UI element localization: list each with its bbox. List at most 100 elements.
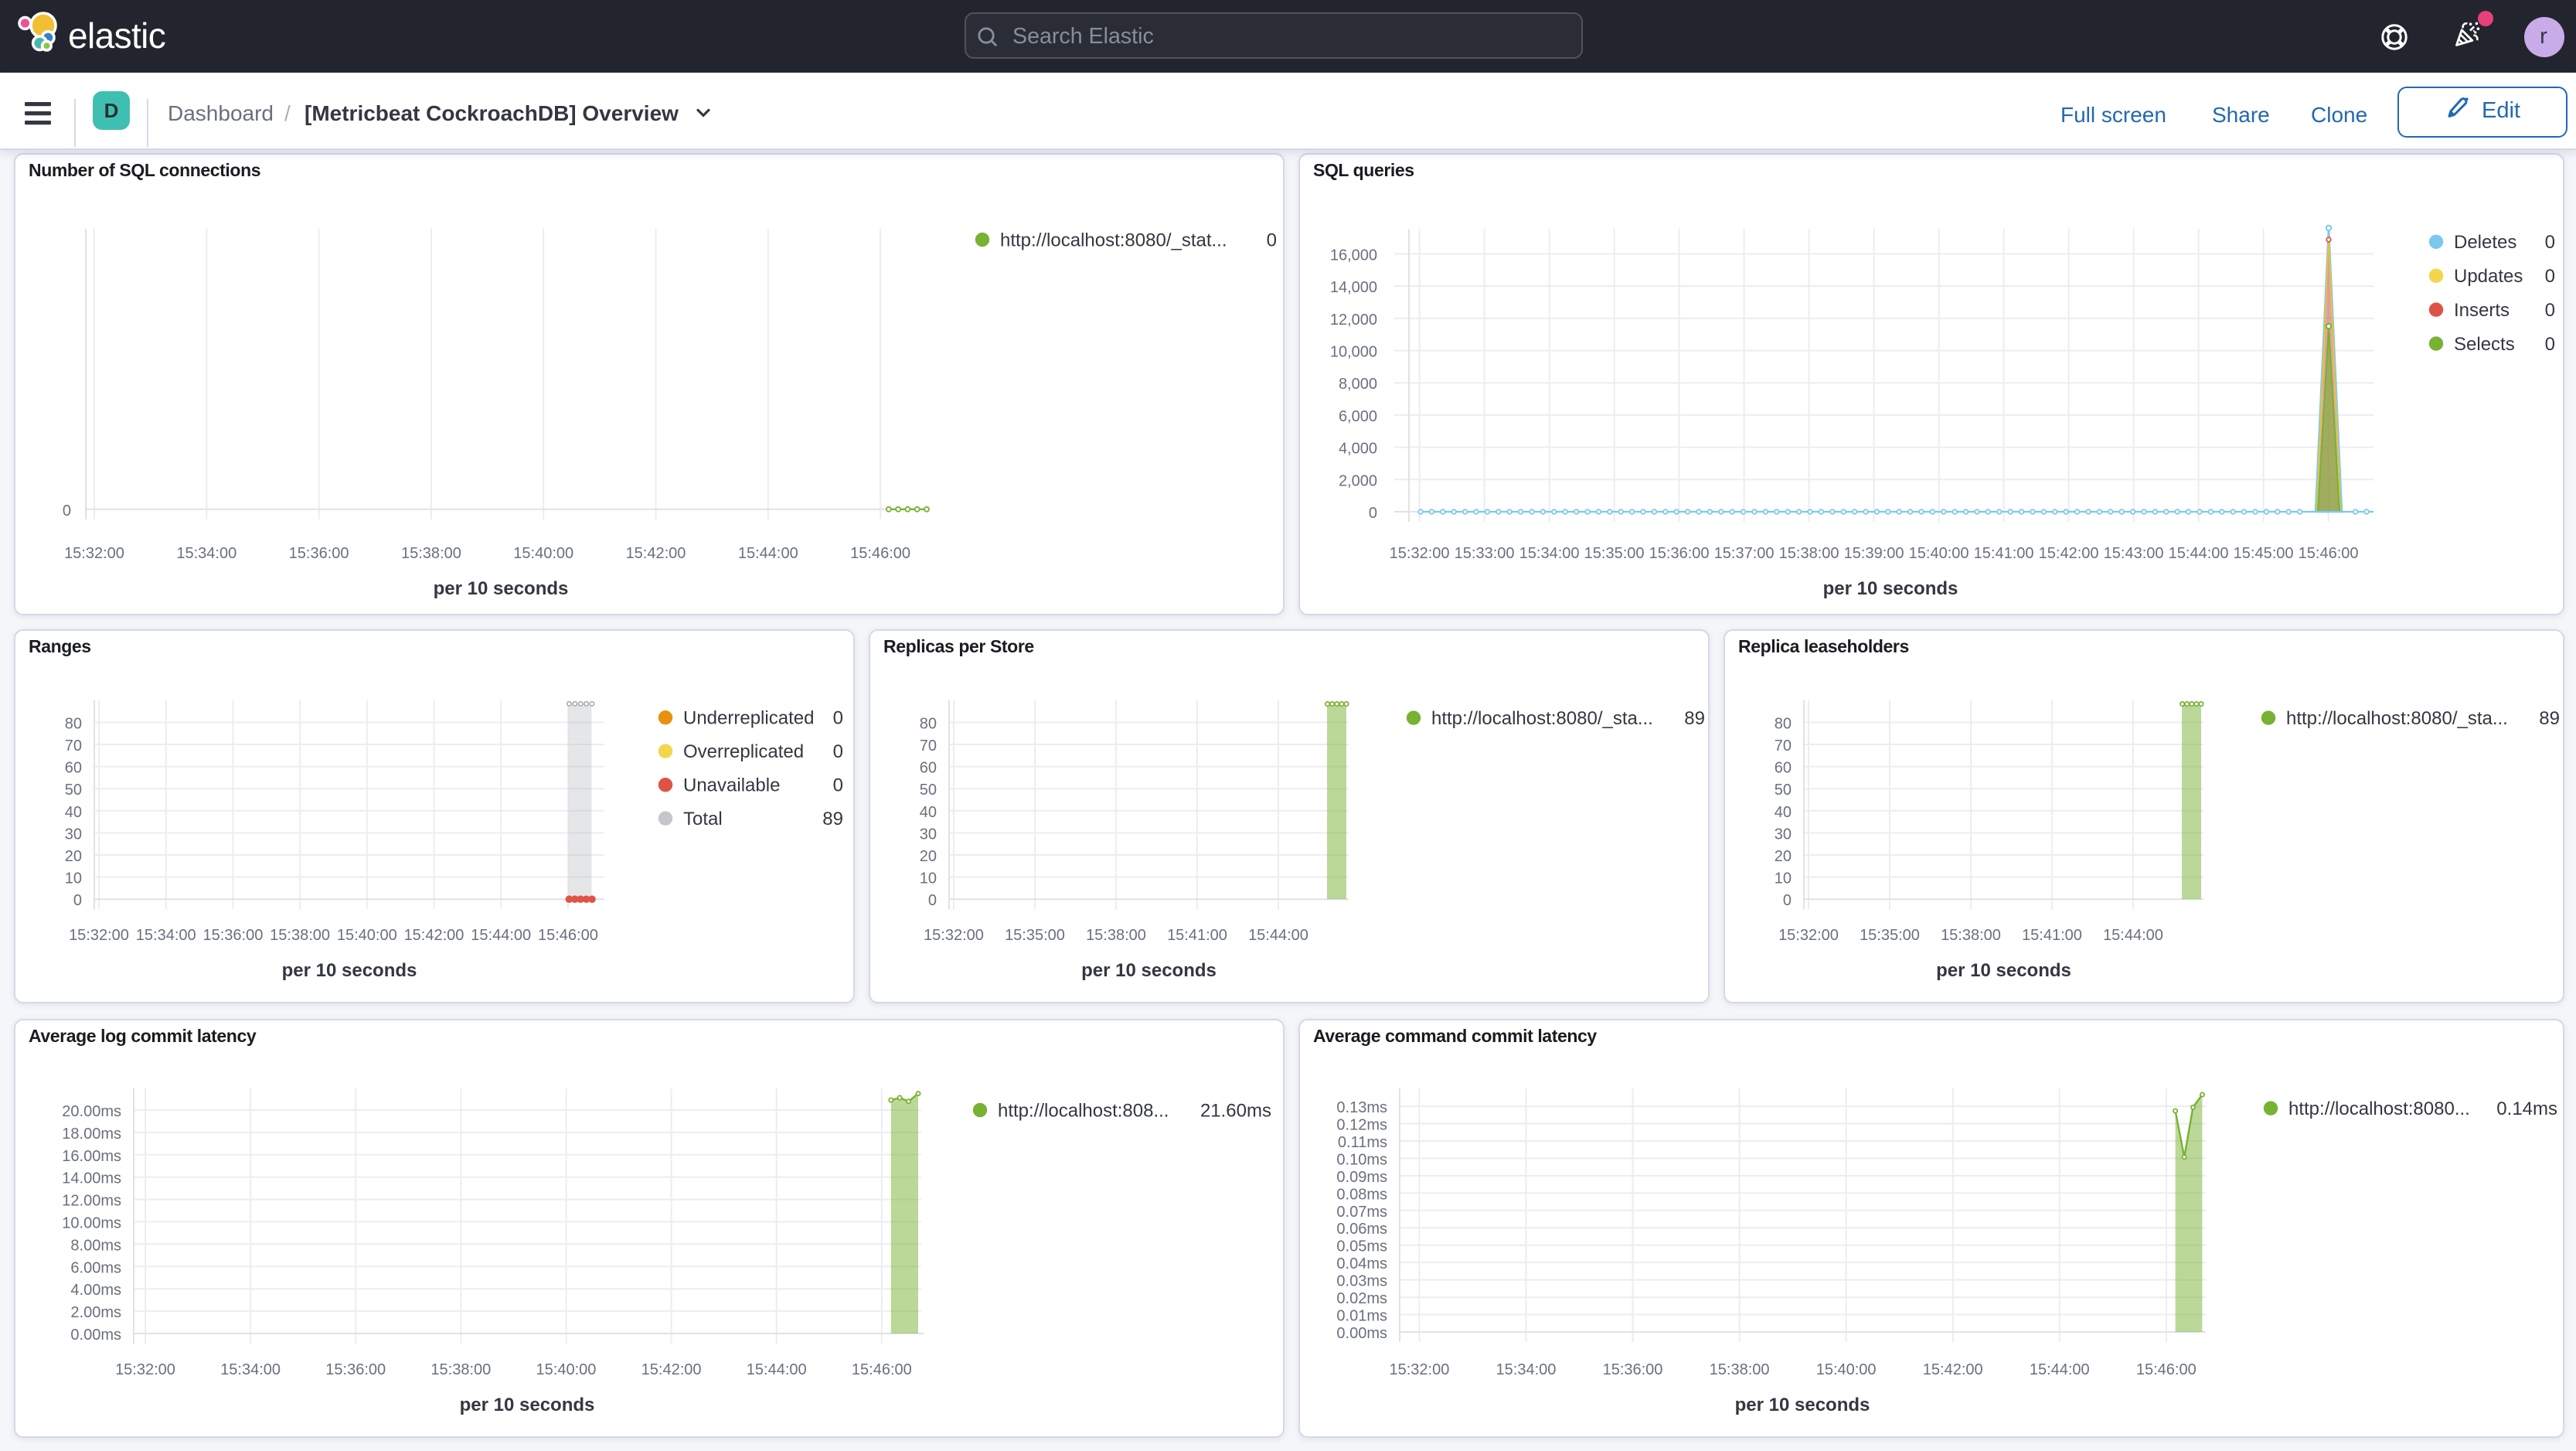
svg-text:20: 20	[1774, 848, 1791, 865]
svg-text:0.02ms: 0.02ms	[1336, 1289, 1387, 1306]
svg-text:15:36:00: 15:36:00	[325, 1361, 385, 1378]
svg-text:15:40:00: 15:40:00	[336, 927, 396, 944]
svg-text:15:32:00: 15:32:00	[1389, 544, 1449, 561]
svg-text:15:44:00: 15:44:00	[2029, 1361, 2089, 1378]
svg-text:Underreplicated: Underreplicated	[682, 707, 813, 728]
svg-text:0.09ms: 0.09ms	[1336, 1168, 1387, 1185]
svg-text:89: 89	[822, 809, 842, 829]
svg-text:16.00ms: 16.00ms	[61, 1147, 121, 1164]
svg-text:15:46:00: 15:46:00	[2135, 1361, 2196, 1378]
svg-text:0.07ms: 0.07ms	[1336, 1203, 1387, 1220]
svg-text:Inserts: Inserts	[2453, 299, 2509, 320]
svg-text:30: 30	[919, 826, 936, 843]
svg-text:15:32:00: 15:32:00	[63, 544, 124, 561]
svg-text:20: 20	[919, 848, 936, 865]
svg-text:50: 50	[919, 782, 936, 799]
svg-text:70: 70	[919, 737, 936, 754]
svg-text:15:44:00: 15:44:00	[746, 1361, 806, 1378]
svg-text:Total: Total	[682, 809, 722, 829]
svg-text:10: 10	[1774, 870, 1791, 887]
svg-text:50: 50	[1774, 782, 1791, 799]
svg-text:0: 0	[1266, 229, 1276, 250]
svg-text:15:40:00: 15:40:00	[1815, 1361, 1876, 1378]
svg-text:0: 0	[73, 892, 81, 909]
svg-text:15:32:00: 15:32:00	[1388, 1361, 1448, 1378]
svg-text:15:42:00: 15:42:00	[2038, 544, 2098, 561]
svg-text:18.00ms: 18.00ms	[61, 1125, 121, 1142]
svg-text:0: 0	[832, 741, 842, 762]
svg-text:15:43:00: 15:43:00	[2103, 544, 2163, 561]
svg-text:0.05ms: 0.05ms	[1336, 1238, 1387, 1255]
svg-text:15:44:00: 15:44:00	[470, 927, 530, 944]
svg-text:15:38:00: 15:38:00	[1709, 1361, 1769, 1378]
svg-text:per 10 seconds: per 10 seconds	[1080, 960, 1216, 981]
svg-text:per 10 seconds: per 10 seconds	[281, 960, 417, 981]
svg-text:15:42:00: 15:42:00	[403, 927, 464, 944]
svg-text:10: 10	[64, 870, 81, 887]
svg-text:15:42:00: 15:42:00	[1922, 1361, 1982, 1378]
svg-text:60: 60	[64, 759, 81, 776]
svg-text:40: 40	[1774, 804, 1791, 821]
svg-text:0.00ms: 0.00ms	[1336, 1324, 1387, 1341]
svg-text:70: 70	[64, 737, 81, 754]
svg-text:Deletes: Deletes	[2453, 231, 2516, 252]
svg-text:0.01ms: 0.01ms	[1336, 1307, 1387, 1324]
svg-text:21.60ms: 21.60ms	[1200, 1099, 1271, 1120]
svg-text:30: 30	[64, 826, 81, 843]
svg-text:15:38:00: 15:38:00	[430, 1361, 490, 1378]
svg-text:8.00ms: 8.00ms	[70, 1236, 121, 1253]
svg-text:40: 40	[64, 804, 81, 821]
svg-text:0: 0	[832, 775, 842, 795]
svg-text:15:35:00: 15:35:00	[1584, 544, 1644, 561]
svg-text:80: 80	[64, 715, 81, 732]
svg-text:15:38:00: 15:38:00	[1778, 544, 1839, 561]
svg-text:15:40:00: 15:40:00	[536, 1361, 596, 1378]
svg-text:15:32:00: 15:32:00	[114, 1361, 175, 1378]
svg-text:10,000: 10,000	[1329, 343, 1376, 360]
svg-text:15:40:00: 15:40:00	[1908, 544, 1969, 561]
svg-text:15:44:00: 15:44:00	[2168, 544, 2228, 561]
svg-text:15:36:00: 15:36:00	[202, 927, 262, 944]
svg-text:0: 0	[1782, 892, 1791, 909]
svg-text:15:33:00: 15:33:00	[1454, 544, 1514, 561]
svg-text:14,000: 14,000	[1329, 278, 1376, 295]
svg-text:0.12ms: 0.12ms	[1336, 1115, 1387, 1133]
svg-text:15:36:00: 15:36:00	[1649, 544, 1709, 561]
svg-text:15:42:00: 15:42:00	[625, 544, 686, 561]
svg-text:15:37:00: 15:37:00	[1713, 544, 1774, 561]
svg-text:15:45:00: 15:45:00	[2233, 544, 2293, 561]
svg-text:0.11ms: 0.11ms	[1337, 1133, 1387, 1150]
svg-text:0: 0	[2544, 265, 2554, 286]
svg-text:60: 60	[1774, 759, 1791, 776]
svg-text:15:34:00: 15:34:00	[1519, 544, 1579, 561]
svg-text:15:46:00: 15:46:00	[537, 927, 597, 944]
svg-text:50: 50	[64, 782, 81, 799]
svg-text:15:38:00: 15:38:00	[1085, 927, 1145, 944]
svg-text:4.00ms: 4.00ms	[70, 1281, 121, 1298]
svg-text:15:46:00: 15:46:00	[851, 1361, 911, 1378]
svg-text:15:41:00: 15:41:00	[1973, 544, 2033, 561]
svg-text:Unavailable: Unavailable	[682, 775, 779, 795]
svg-text:0: 0	[1368, 504, 1376, 521]
svg-text:15:44:00: 15:44:00	[737, 544, 798, 561]
svg-text:15:32:00: 15:32:00	[923, 927, 983, 944]
svg-text:15:44:00: 15:44:00	[1247, 927, 1308, 944]
svg-text:6,000: 6,000	[1338, 407, 1376, 424]
svg-text:12,000: 12,000	[1329, 311, 1376, 328]
svg-text:Updates: Updates	[2453, 265, 2522, 286]
svg-text:15:35:00: 15:35:00	[1004, 927, 1064, 944]
svg-text:15:46:00: 15:46:00	[849, 544, 910, 561]
svg-text:40: 40	[919, 804, 936, 821]
svg-text:0.04ms: 0.04ms	[1336, 1255, 1387, 1272]
svg-text:0: 0	[832, 707, 842, 728]
svg-text:16,000: 16,000	[1329, 246, 1376, 263]
svg-text:15:39:00: 15:39:00	[1843, 544, 1904, 561]
svg-text:0: 0	[2544, 333, 2554, 354]
svg-text:per 10 seconds: per 10 seconds	[433, 577, 568, 598]
svg-text:15:34:00: 15:34:00	[1496, 1361, 1556, 1378]
svg-text:15:32:00: 15:32:00	[1778, 927, 1838, 944]
svg-text:15:38:00: 15:38:00	[269, 927, 329, 944]
svg-text:15:32:00: 15:32:00	[68, 927, 128, 944]
svg-text:15:46:00: 15:46:00	[2298, 544, 2358, 561]
svg-text:70: 70	[1774, 737, 1791, 754]
